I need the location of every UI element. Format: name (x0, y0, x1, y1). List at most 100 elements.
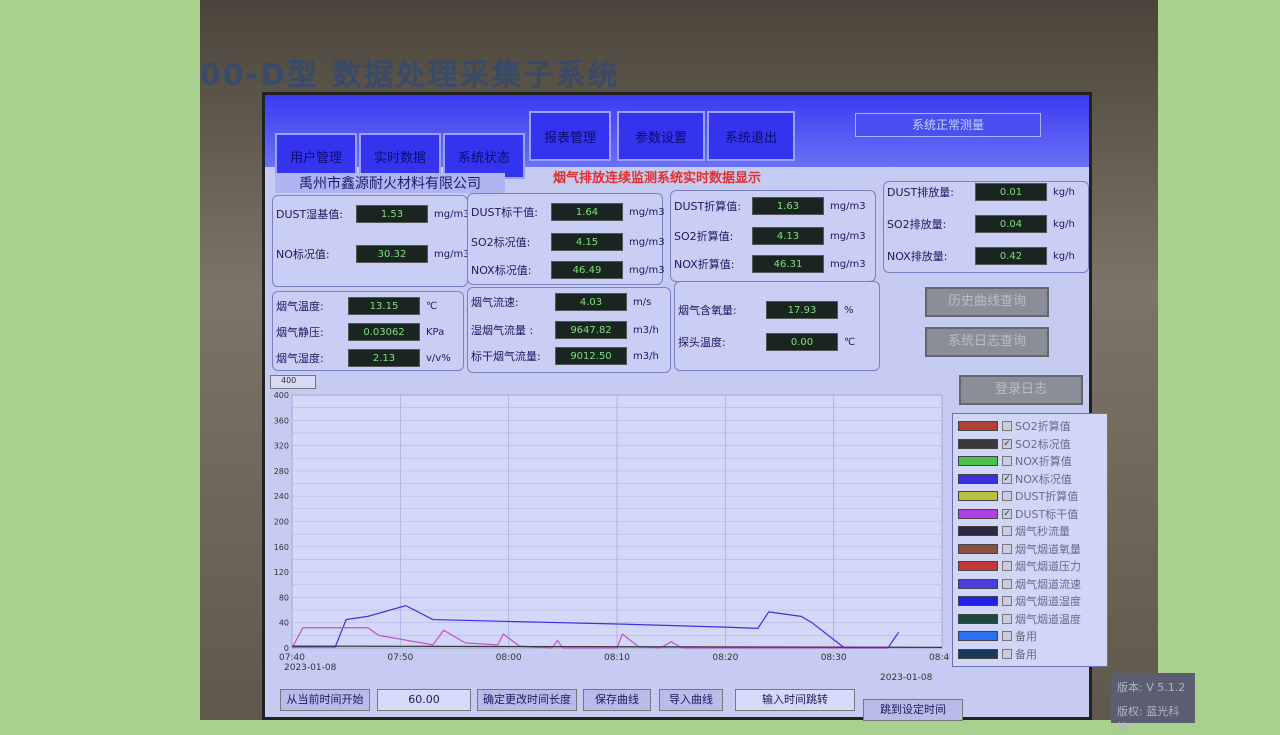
field-unit: mg/m3 (830, 200, 866, 212)
field-value: 1.63 (752, 197, 824, 215)
legend-item[interactable]: 烟气烟道温度 (958, 611, 1081, 627)
trend-chart: 0 40 80 120 160 200 240 280 320 360 400 07:40 07:50 0… (274, 391, 950, 683)
panel3-row: NOX折算值: 46.31 mg/m3 (674, 255, 866, 273)
field-value: 9647.82 (555, 321, 627, 339)
legend-item[interactable]: ✓ DUST标干值 (958, 506, 1078, 522)
version-label: 版本: V 5.1.2 (1117, 681, 1186, 694)
field-value: 4.15 (551, 233, 623, 251)
field-label: 标干烟气流量: (471, 350, 541, 363)
legend-checkbox[interactable] (1002, 613, 1012, 624)
legend-label: NOX折算值 (1015, 455, 1072, 468)
panel1-row: DUST湿基值: 1.53 mg/m3 (276, 205, 470, 223)
panel7-row: 探头温度: 0.00 ℃ (678, 333, 855, 351)
legend-checkbox[interactable] (1002, 578, 1012, 589)
legend-checkbox[interactable] (1002, 543, 1012, 554)
legend-item[interactable]: 烟气烟道氧量 (958, 541, 1081, 557)
y-tick-label: 360 (274, 416, 289, 425)
legend-label: SO2标况值 (1015, 437, 1071, 451)
legend-checkbox[interactable] (1002, 596, 1012, 606)
legend-item[interactable]: DUST折算值 (958, 488, 1078, 504)
legend-item[interactable]: 备用 (958, 628, 1037, 644)
x-tick-label: 08:30 (821, 653, 847, 663)
field-label: DUST标干值: (471, 206, 538, 219)
copyright-label: 版权: 蓝光科技 (1117, 705, 1180, 734)
nav-tab-1[interactable]: 实时数据 (359, 133, 441, 179)
panel6-row: 标干烟气流量: 9012.50 m3/h (471, 347, 659, 365)
legend-checkbox[interactable]: ✓ (1002, 438, 1012, 449)
y-tick-label: 240 (274, 492, 289, 501)
x-tick-label: 08:10 (604, 653, 630, 663)
legend-item[interactable]: ✓ SO2标况值 (958, 436, 1071, 452)
legend-checkbox[interactable] (1002, 526, 1012, 536)
legend-item[interactable]: SO2折算值 (958, 418, 1071, 434)
chart-legend: SO2折算值 ✓ SO2标况值 NOX折算值 ✓ NOX标况值 DUST折算值 … (952, 413, 1108, 667)
legend-checkbox[interactable] (1002, 456, 1012, 466)
legend-item[interactable]: 烟气烟道流速 (958, 576, 1081, 592)
device-brand: 00-D型 数据处理采集子系统 (200, 58, 620, 93)
legend-checkbox[interactable] (1002, 648, 1012, 659)
field-label: SO2标况值: (471, 236, 531, 249)
legend-swatch (958, 543, 998, 554)
jump-time-input[interactable]: 输入时间跳转 (735, 689, 855, 711)
legend-swatch (958, 473, 998, 484)
legend-item[interactable]: 烟气秒流量 (958, 523, 1070, 539)
import-curve-button[interactable]: 导入曲线 (659, 689, 723, 711)
legend-item[interactable]: ✓ NOX标况值 (958, 471, 1072, 487)
x-tick-label: 07:40 (279, 653, 305, 663)
field-label: NOX标况值: (471, 264, 532, 277)
legend-checkbox[interactable]: ✓ (1002, 473, 1012, 484)
nav-tab-4[interactable]: 参数设置 (617, 111, 705, 161)
field-unit: v/v% (426, 352, 451, 364)
ymax-input[interactable]: 400 (270, 375, 316, 389)
field-unit: kg/h (1053, 250, 1075, 262)
field-value: 4.13 (752, 227, 824, 245)
field-value: 2.13 (348, 349, 420, 367)
field-value: 9012.50 (555, 347, 627, 365)
y-tick-label: 120 (274, 568, 289, 577)
system-log-button[interactable]: 系统日志查询 (925, 327, 1049, 357)
legend-checkbox[interactable] (1002, 491, 1012, 501)
jump-button[interactable]: 跳到设定时间 (863, 699, 963, 721)
field-label: NO标况值: (276, 248, 330, 261)
legend-checkbox[interactable] (1002, 421, 1012, 431)
y-tick-label: 280 (274, 467, 289, 476)
y-tick-label: 0 (284, 644, 289, 653)
field-value: 0.04 (975, 215, 1047, 233)
legend-item[interactable]: 烟气烟道压力 (958, 558, 1081, 574)
panel6-row: 湿烟气流量 : 9647.82 m3/h (471, 321, 659, 339)
nav-tab-5[interactable]: 系统退出 (707, 111, 795, 161)
legend-swatch (958, 526, 998, 536)
field-label: 探头温度: (678, 336, 726, 349)
legend-label: 烟气烟道湿度 (1015, 595, 1081, 608)
legend-item[interactable]: 备用 (958, 646, 1037, 662)
legend-item[interactable]: 烟气烟道湿度 (958, 593, 1081, 609)
duration-input[interactable]: 60.00 (377, 689, 471, 711)
field-value: 13.15 (348, 297, 420, 315)
panel4-row: NOX排放量: 0.42 kg/h (887, 247, 1075, 265)
panel2-row: SO2标况值: 4.15 mg/m3 (471, 233, 665, 251)
x-tick-label: 08:40 (929, 653, 950, 663)
field-unit: % (844, 304, 854, 316)
legend-label: 烟气秒流量 (1015, 525, 1070, 538)
login-log-button[interactable]: 登录日志 (959, 375, 1083, 405)
legend-swatch (958, 631, 998, 641)
history-curve-button[interactable]: 历史曲线查询 (925, 287, 1049, 317)
field-unit: kg/h (1053, 186, 1075, 198)
legend-checkbox[interactable] (1002, 561, 1012, 571)
version-info: 版本: V 5.1.2 版权: 蓝光科技 (1111, 673, 1195, 734)
legend-item[interactable]: NOX折算值 (958, 453, 1072, 469)
legend-swatch (958, 456, 998, 466)
field-value: 30.32 (356, 245, 428, 263)
legend-checkbox[interactable]: ✓ (1002, 508, 1012, 519)
series-line (291, 645, 943, 648)
panel5-row: 烟气湿度: 2.13 v/v% (276, 349, 451, 367)
from-now-button[interactable]: 从当前时间开始 (280, 689, 370, 711)
y-tick-label: 400 (274, 391, 289, 400)
legend-checkbox[interactable] (1002, 631, 1012, 641)
legend-label: 烟气烟道流速 (1015, 577, 1081, 591)
field-label: 烟气湿度: (276, 352, 324, 365)
panel3-row: DUST折算值: 1.63 mg/m3 (674, 197, 866, 215)
nav-tab-3[interactable]: 报表管理 (529, 111, 611, 161)
save-curve-button[interactable]: 保存曲线 (583, 689, 651, 711)
confirm-duration-button[interactable]: 确定更改时间长度 (477, 689, 577, 711)
